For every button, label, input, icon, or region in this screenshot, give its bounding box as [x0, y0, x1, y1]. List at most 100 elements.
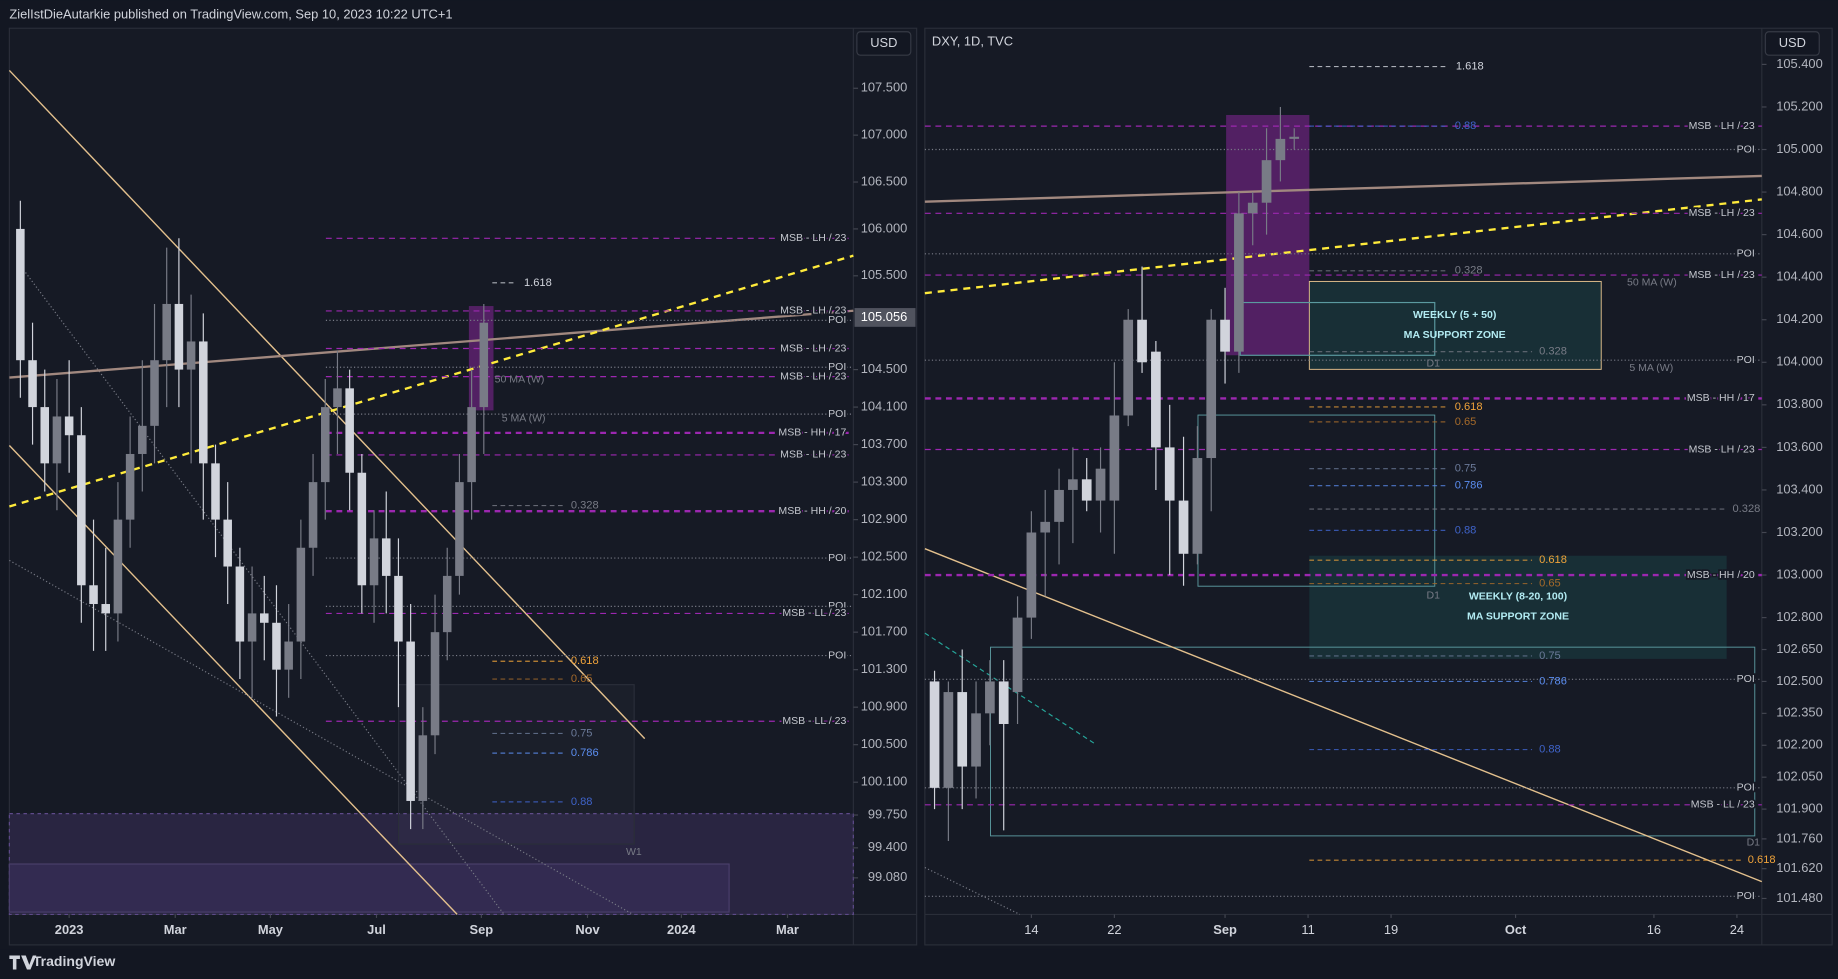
candle-body	[998, 681, 1009, 724]
y-tick-label: 103.400	[1776, 481, 1823, 496]
annotation: 5 MA (W)	[1629, 362, 1673, 374]
level-label: POI	[1737, 143, 1755, 155]
candle-body	[40, 407, 50, 464]
candle-body	[101, 604, 110, 614]
fib-label: 0.65	[1539, 578, 1561, 590]
candle-body	[199, 341, 208, 464]
candle-body	[381, 538, 391, 576]
fib-label: 0.618	[571, 655, 599, 667]
candle-body	[138, 425, 147, 454]
y-tick-label: 102.050	[1776, 769, 1823, 784]
y-tick-label: 104.600	[1776, 226, 1823, 241]
annotation: MA SUPPORT ZONE	[1404, 329, 1506, 341]
annotation: WEEKLY (5 + 50)	[1413, 309, 1496, 321]
y-tick-label: 105.500	[861, 267, 908, 282]
candle-body	[284, 641, 293, 670]
candle-body	[1261, 160, 1272, 203]
candle-body	[320, 407, 330, 483]
y-tick-label: 101.480	[1776, 890, 1823, 905]
candle-body	[16, 228, 25, 361]
candle-body	[247, 613, 257, 642]
y-tick-label: 102.350	[1776, 705, 1823, 720]
y-tick-label: 104.200	[1776, 311, 1823, 326]
candle-body	[357, 472, 367, 586]
logo	[9, 955, 37, 970]
level-label: MSB - LH / 23	[780, 342, 846, 354]
annotation: 50 MA (W)	[495, 374, 545, 386]
x-tick-label: 11	[1301, 922, 1314, 937]
level-label: MSB - LH / 23	[1689, 269, 1755, 281]
candle-body	[985, 681, 995, 714]
level-label: MSB - LH / 23	[780, 232, 846, 244]
candle-body	[186, 341, 196, 370]
level-label: POI	[1737, 673, 1755, 685]
candle-body	[125, 453, 135, 520]
level-label: MSB - LL / 23	[782, 715, 846, 727]
fib-label: 0.786	[1455, 480, 1483, 492]
y-tick-label: 104.800	[1776, 183, 1823, 198]
candle-body	[1109, 415, 1120, 501]
level-label: MSB - LH / 23	[1689, 207, 1755, 219]
level-label: MSB - LL / 23	[1691, 799, 1755, 811]
candle-body	[308, 482, 318, 548]
currency-badge	[1764, 31, 1820, 56]
fib-label: 0.618	[1539, 554, 1567, 566]
level-label: POI	[828, 408, 846, 420]
candle-body	[211, 463, 220, 520]
fib-label: 1.618	[1456, 60, 1484, 72]
candle-body	[333, 388, 342, 408]
candle-body	[174, 303, 184, 370]
fib-label: 0.328	[1733, 503, 1761, 515]
level-label: MSB - LH / 23	[780, 370, 846, 382]
x-tick-label: Mar	[776, 922, 799, 937]
level-label: POI	[828, 314, 846, 326]
candle-body	[406, 641, 415, 801]
last-price: 105.056	[861, 309, 908, 324]
fib-label: 0.75	[571, 727, 593, 739]
y-tick-label: 102.650	[1776, 641, 1823, 656]
candle-body	[260, 613, 269, 623]
level-label: MSB - HH / 20	[778, 505, 846, 517]
y-tick-label: 101.760	[1776, 830, 1823, 845]
y-tick-label: 102.500	[861, 549, 908, 564]
level-label: MSB - HH / 17	[1687, 392, 1755, 404]
candle-body	[1081, 479, 1092, 501]
candle-body	[1178, 500, 1189, 554]
fib-label: 0.786	[1539, 675, 1567, 687]
fib-label: 0.65	[571, 673, 593, 685]
y-tick-label: 99.080	[868, 869, 907, 884]
fib-label: 0.88	[571, 796, 593, 808]
candle-body	[1247, 202, 1258, 214]
drawings-right	[924, 114, 1763, 915]
fib-label: 0.618	[1748, 854, 1776, 866]
candle-body	[1137, 319, 1147, 363]
annotation: D1	[1427, 589, 1441, 601]
annotation: D1	[1427, 357, 1441, 369]
y-tick-label: 105.400	[1776, 56, 1823, 71]
candle-body	[971, 713, 981, 767]
candle-body	[64, 416, 74, 436]
x-tick-label: Mar	[164, 922, 187, 937]
level-label: MSB - LH / 23	[780, 305, 846, 317]
candle-body	[235, 566, 245, 642]
candle-body	[113, 519, 123, 614]
y-tick-label: 101.300	[861, 661, 908, 676]
candle-body	[1068, 479, 1078, 490]
x-tick-label: Sep	[1213, 922, 1237, 937]
y-tick-label: 106.500	[861, 173, 908, 188]
annotation: MA SUPPORT ZONE	[1467, 610, 1569, 622]
x-tick-label: Nov	[575, 922, 600, 937]
footer-bar	[0, 949, 1838, 979]
level-label: POI	[1737, 782, 1755, 794]
y-tick-label: 101.620	[1776, 860, 1823, 875]
candle-body	[479, 322, 489, 408]
level-label: MSB - LH / 23	[780, 449, 846, 461]
y-tick-label: 100.100	[861, 774, 908, 789]
footer-brand: TradingView	[33, 953, 116, 969]
x-tick-label: 14	[1024, 922, 1038, 937]
y-tick-label: 102.500	[1776, 673, 1823, 688]
y-tick-label: 99.400	[868, 839, 907, 854]
annotation: WEEKLY (8-20, 100)	[1469, 591, 1567, 603]
y-tick-label: 102.800	[1776, 609, 1823, 624]
candle-body	[272, 622, 281, 670]
